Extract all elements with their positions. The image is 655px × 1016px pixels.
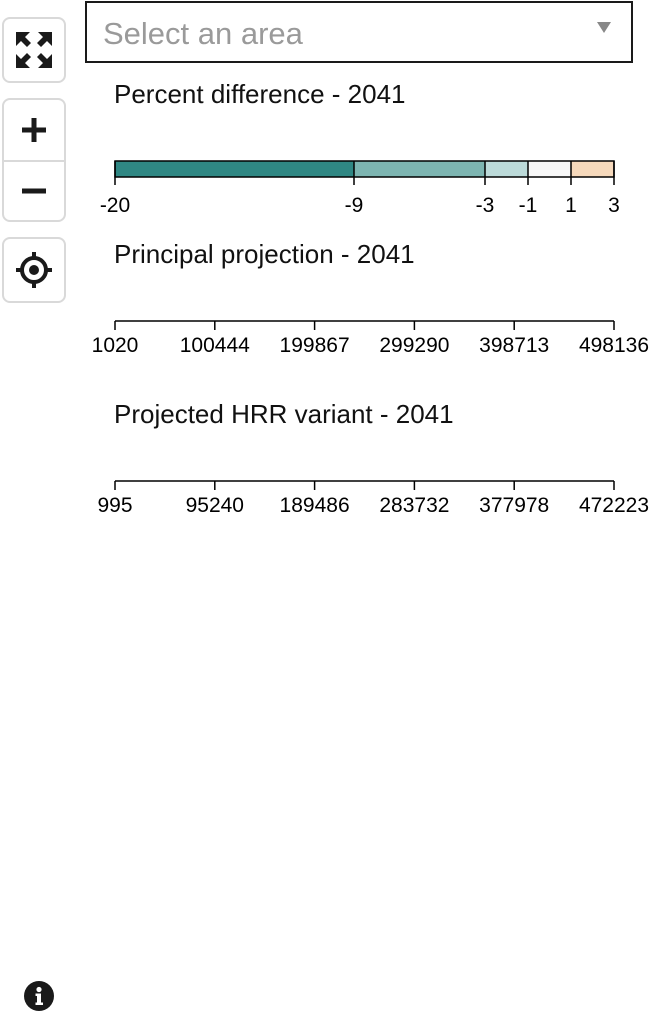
tick-label: 472223 [579, 494, 649, 517]
tick-label: 189486 [280, 494, 350, 517]
tick-label: 3 [608, 194, 620, 217]
principal-projection-legend: 1020 100444 199867 299290 398713 498136 [92, 320, 649, 357]
minus-icon [22, 188, 46, 194]
tick-label: -20 [100, 194, 130, 217]
tick-label: -9 [345, 194, 364, 217]
color-bin [354, 161, 485, 177]
tick-label: -3 [476, 194, 495, 217]
color-bin [528, 161, 571, 177]
hrr-variant-title: Projected HRR variant - 2041 [114, 399, 454, 429]
locate-crosshair-icon [16, 252, 52, 288]
tick-label: 199867 [280, 334, 350, 357]
expand-arrows-icon [16, 32, 52, 68]
tick-label: 95240 [186, 494, 244, 517]
locate-control [2, 237, 66, 303]
percent-difference-legend: -20 -9 -3 -1 1 3 [100, 160, 620, 217]
plus-icon [22, 118, 46, 142]
zoom-in-button[interactable] [4, 100, 64, 160]
zoom-out-button[interactable] [4, 160, 64, 220]
fullscreen-control [2, 17, 66, 83]
principal-projection-title: Principal projection - 2041 [114, 239, 415, 269]
tick-label: 498136 [579, 334, 649, 357]
tick-label: 398713 [479, 334, 549, 357]
percent-difference-title: Percent difference - 2041 [114, 79, 406, 109]
tick-label: 1020 [92, 334, 139, 357]
tick-label: 283732 [379, 494, 449, 517]
chevron-down-icon [597, 22, 611, 33]
color-bin [485, 161, 528, 177]
hrr-variant-legend: 995 95240 189486 283732 377978 472223 [97, 480, 649, 517]
tick-label: 299290 [379, 334, 449, 357]
tick-label: 995 [97, 494, 132, 517]
locate-button[interactable] [4, 239, 64, 301]
tick-label: -1 [519, 194, 538, 217]
info-button[interactable] [24, 981, 54, 1011]
fullscreen-button[interactable] [4, 19, 64, 81]
tick-label: 1 [565, 194, 577, 217]
color-bin [115, 161, 354, 177]
area-select[interactable]: Select an area [85, 1, 633, 63]
info-icon [35, 986, 43, 1005]
tick-label: 377978 [479, 494, 549, 517]
area-select-placeholder: Select an area [103, 15, 303, 51]
color-bin [571, 161, 614, 177]
zoom-control [2, 98, 66, 222]
tick-label: 100444 [180, 334, 250, 357]
